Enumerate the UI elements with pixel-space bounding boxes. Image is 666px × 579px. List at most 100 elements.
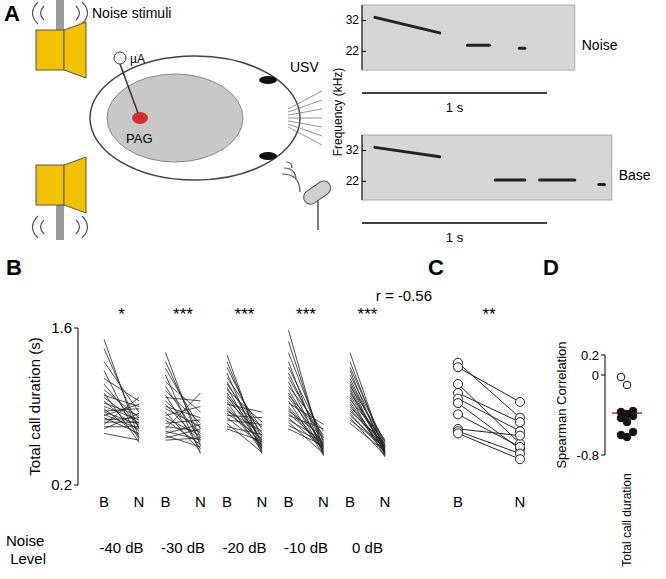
tick bbox=[362, 51, 366, 52]
pair-line bbox=[166, 424, 201, 433]
category-label: B bbox=[222, 493, 232, 510]
pair-line bbox=[227, 387, 262, 449]
pair-line bbox=[227, 393, 262, 440]
pair-line bbox=[227, 409, 262, 448]
pair-line bbox=[166, 401, 201, 434]
significance: *** bbox=[358, 305, 378, 324]
pair-line bbox=[227, 423, 262, 452]
point bbox=[454, 429, 463, 438]
pair-line bbox=[227, 402, 262, 451]
spectrogram-label: Noise bbox=[582, 37, 618, 53]
pair-line bbox=[166, 412, 201, 451]
tick bbox=[362, 181, 366, 182]
pair-line bbox=[458, 367, 520, 402]
tick bbox=[74, 328, 78, 329]
pag-region bbox=[132, 112, 148, 124]
point bbox=[623, 381, 631, 389]
tick-label: -0.8 bbox=[577, 448, 599, 463]
pair-line bbox=[166, 407, 201, 418]
significance: ** bbox=[482, 305, 496, 324]
schematic bbox=[33, 0, 334, 240]
pair-line bbox=[350, 398, 385, 457]
point bbox=[516, 455, 525, 464]
point bbox=[516, 431, 525, 440]
tick-label: 22 bbox=[346, 44, 360, 58]
pair-line bbox=[350, 409, 385, 449]
tick bbox=[362, 20, 366, 21]
group-label: -20 dB bbox=[222, 539, 266, 556]
axis-title: Spearman Correlation bbox=[554, 341, 569, 468]
label: Noise stimuli bbox=[92, 5, 171, 21]
axis bbox=[362, 135, 363, 200]
pair-line bbox=[104, 339, 139, 438]
axis-title: Total call duration bbox=[620, 473, 634, 566]
pair-line bbox=[289, 393, 324, 452]
sound-wave bbox=[33, 2, 88, 24]
y-axis bbox=[78, 328, 79, 485]
call bbox=[540, 178, 575, 181]
pair-line bbox=[289, 413, 324, 444]
pair-line bbox=[350, 384, 385, 455]
tick-label: 1.6 bbox=[51, 319, 72, 336]
pair-line bbox=[227, 420, 262, 424]
pair-line bbox=[227, 418, 262, 445]
pair-line bbox=[350, 407, 385, 446]
calls bbox=[375, 147, 604, 184]
pair-line bbox=[104, 433, 139, 440]
pair-line bbox=[289, 409, 324, 450]
tick-label: 32 bbox=[346, 13, 360, 27]
annotation: r = -0.56 bbox=[376, 287, 432, 304]
category-label: N bbox=[380, 493, 391, 510]
category-label: B bbox=[99, 493, 109, 510]
pair-line bbox=[289, 341, 324, 449]
tick bbox=[601, 375, 605, 376]
head bbox=[90, 56, 300, 180]
pair-line bbox=[458, 431, 520, 453]
pair-line bbox=[289, 418, 324, 449]
pair-line bbox=[350, 402, 385, 451]
category-label: N bbox=[195, 493, 206, 510]
whiskers bbox=[288, 91, 322, 145]
pair-line bbox=[166, 420, 201, 423]
eye bbox=[259, 152, 277, 160]
pair-line bbox=[166, 362, 201, 438]
pair-line bbox=[289, 330, 324, 453]
point bbox=[617, 373, 625, 381]
group-label: -40 dB bbox=[99, 539, 143, 556]
spectrogram-label: Base bbox=[619, 167, 651, 183]
pair-line bbox=[289, 362, 324, 456]
category-label: B bbox=[453, 493, 463, 510]
pair-line bbox=[166, 418, 201, 436]
tick bbox=[74, 485, 78, 486]
ear-bar bbox=[56, 205, 64, 240]
significance: * bbox=[118, 305, 125, 324]
pairs bbox=[454, 358, 525, 463]
pair-line bbox=[458, 393, 520, 422]
sound-wave bbox=[33, 216, 88, 238]
speaker bbox=[36, 30, 64, 70]
point bbox=[516, 418, 525, 427]
pair-line bbox=[350, 404, 385, 453]
spectrogram bbox=[362, 5, 575, 70]
tick-label: 0.2 bbox=[51, 476, 72, 493]
pair-line bbox=[227, 415, 262, 417]
pair-line bbox=[104, 413, 139, 429]
point bbox=[516, 398, 525, 407]
pair-line bbox=[350, 353, 385, 454]
label: µA bbox=[130, 52, 145, 66]
category-label: N bbox=[318, 493, 329, 510]
panel-letter: C bbox=[428, 255, 444, 280]
panel-letter: B bbox=[6, 255, 22, 280]
pair-line bbox=[227, 429, 262, 441]
pair-line bbox=[166, 438, 201, 440]
pair-line bbox=[289, 426, 324, 443]
call bbox=[495, 178, 525, 181]
pair-line bbox=[350, 418, 385, 456]
pair-line bbox=[166, 395, 201, 449]
tick-label: 0.2 bbox=[581, 348, 599, 363]
pair-line bbox=[350, 395, 385, 448]
pair-line bbox=[166, 429, 201, 438]
sound-wave bbox=[282, 162, 300, 192]
speaker bbox=[64, 157, 86, 213]
pair-line bbox=[289, 401, 324, 455]
